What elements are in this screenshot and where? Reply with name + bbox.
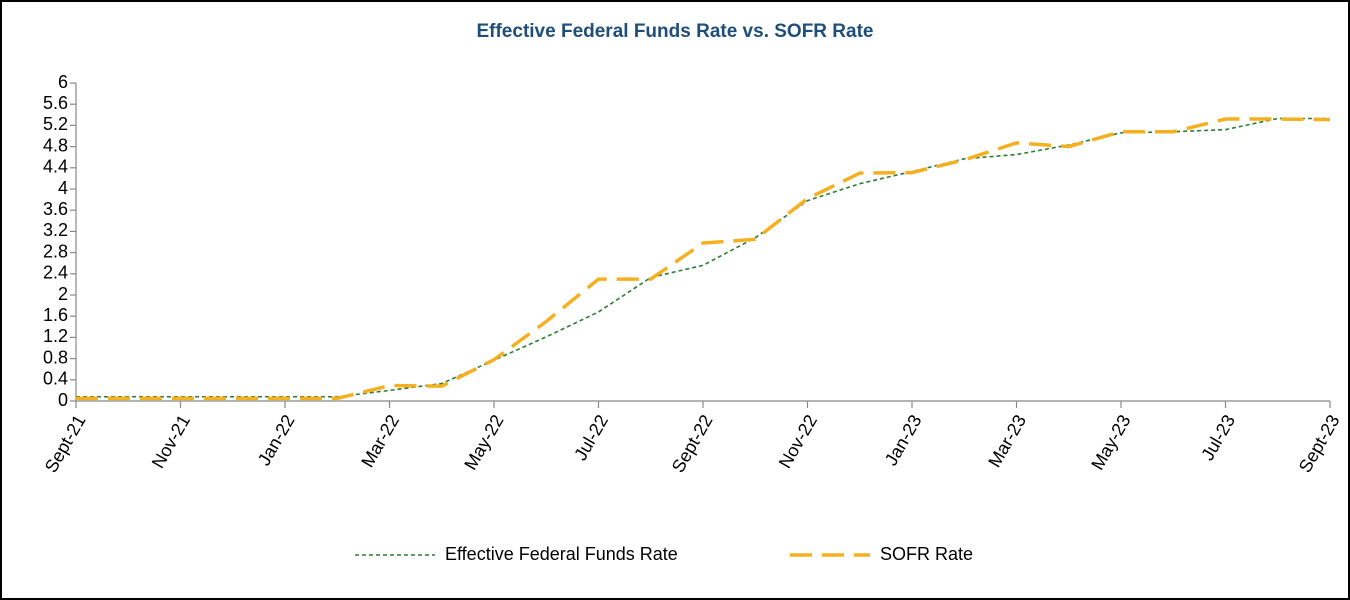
chart-title: Effective Federal Funds Rate vs. SOFR Ra… [476,21,873,42]
y-tick-label: 2.8 [43,241,68,261]
series-line [76,117,1331,401]
y-tick-label: 1.2 [43,326,68,346]
y-tick-label: 5.6 [43,93,68,113]
legend-label: Effective Federal Funds Rate [445,544,678,564]
y-tick-label: 0.8 [43,347,68,367]
series-line [76,117,1330,398]
legend-label: SOFR Rate [880,544,973,564]
y-tick-label: 4 [58,178,68,198]
y-tick-label: 3.6 [43,199,68,219]
y-tick-label: 2 [58,284,68,304]
y-tick-label: 0.4 [43,369,68,389]
y-tick-label: 4.8 [43,135,68,155]
y-tick-label: 5.2 [43,114,68,134]
y-tick-label: 0 [58,390,68,410]
y-tick-label: 4.4 [43,157,68,177]
y-tick-label: 1.6 [43,305,68,325]
y-tick-label: 3.2 [43,220,68,240]
y-tick-label: 6 [58,72,68,92]
y-tick-label: 2.4 [43,263,68,283]
